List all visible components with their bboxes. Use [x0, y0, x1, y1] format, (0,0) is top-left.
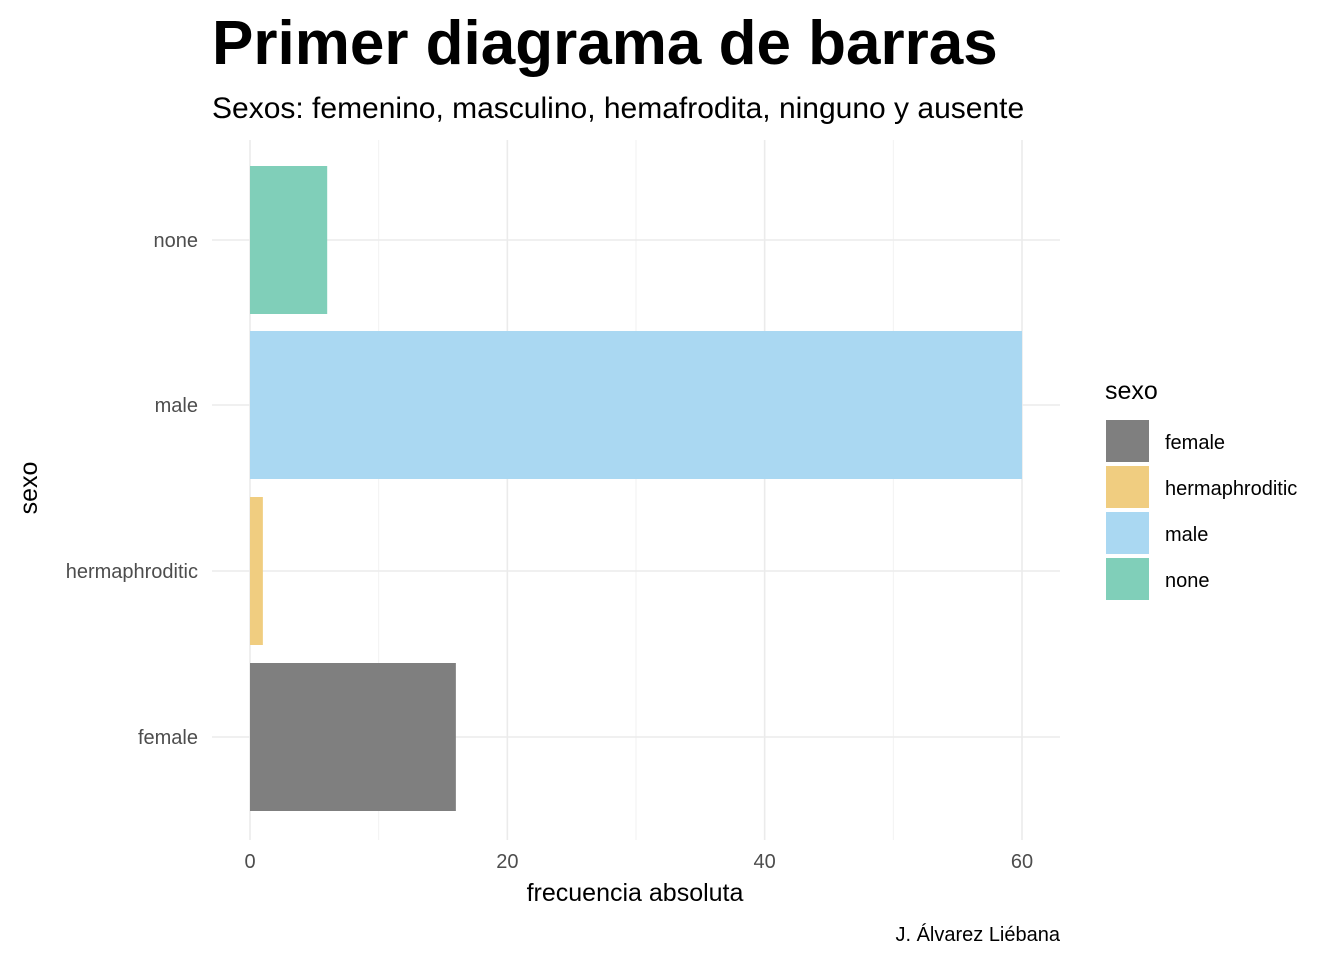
legend: sexo female hermaphroditic male none	[1105, 377, 1297, 600]
chart-caption: J. Álvarez Liébana	[895, 923, 1060, 946]
bar-none	[250, 166, 328, 314]
legend-key-none	[1106, 558, 1149, 600]
x-tick-label: 0	[244, 851, 255, 873]
bar-female	[250, 663, 456, 811]
x-axis-title: frecuencia absoluta	[527, 879, 744, 907]
bar-hermaphroditic	[250, 497, 263, 645]
legend-label-male: male	[1165, 524, 1208, 546]
chart-subtitle: Sexos: femenino, masculino, hemafrodita,…	[212, 92, 1024, 125]
x-tick-label: 40	[754, 851, 776, 873]
bar-male	[250, 331, 1022, 479]
x-axis-ticks: 0 20 40 60	[244, 851, 1033, 873]
y-tick-label-none: none	[154, 230, 199, 252]
chart-title: Primer diagrama de barras	[212, 9, 998, 78]
legend-label-none: none	[1165, 570, 1210, 592]
legend-label-female: female	[1165, 432, 1225, 454]
y-tick-label-hermaphroditic: hermaphroditic	[66, 561, 198, 583]
legend-label-hermaphroditic: hermaphroditic	[1165, 478, 1297, 500]
legend-key-male	[1106, 512, 1149, 554]
legend-title: sexo	[1105, 377, 1158, 405]
legend-key-female	[1106, 420, 1149, 462]
y-tick-label-female: female	[138, 727, 198, 749]
x-tick-label: 60	[1011, 851, 1033, 873]
y-axis-title: sexo	[15, 462, 43, 515]
y-axis-ticks: female hermaphroditic male none	[66, 230, 198, 749]
legend-key-hermaphroditic	[1106, 466, 1149, 508]
y-tick-label-male: male	[155, 395, 198, 417]
x-tick-label: 20	[496, 851, 518, 873]
bars	[250, 166, 1022, 811]
